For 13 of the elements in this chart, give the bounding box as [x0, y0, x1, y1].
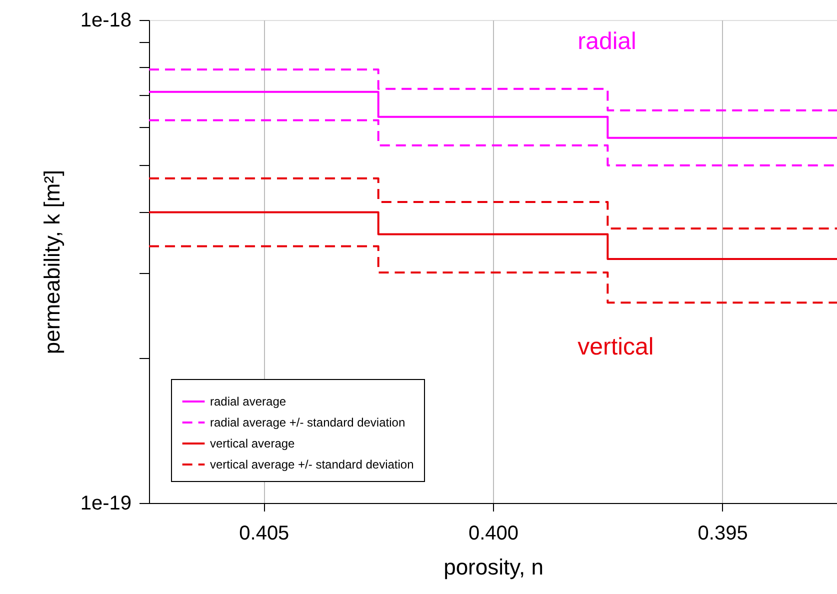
legend-label: vertical average +/- standard deviation — [210, 458, 414, 472]
x-tick-label: 0.405 — [239, 522, 290, 544]
legend-label: radial average +/- standard deviation — [210, 416, 406, 430]
y-tick-label: 1e-19 — [80, 492, 132, 514]
annotation: vertical — [578, 334, 654, 361]
x-tick-label: 0.395 — [698, 522, 748, 544]
y-tick-label: 1e-18 — [80, 10, 132, 32]
x-tick-label: 0.400 — [468, 522, 519, 544]
x-axis-title: porosity, n — [444, 554, 544, 580]
y-axis-title: permeability, k [m²] — [39, 170, 64, 354]
legend-label: radial average — [210, 394, 286, 408]
legend-label: vertical average — [210, 436, 296, 450]
annotation: radial — [578, 28, 636, 55]
